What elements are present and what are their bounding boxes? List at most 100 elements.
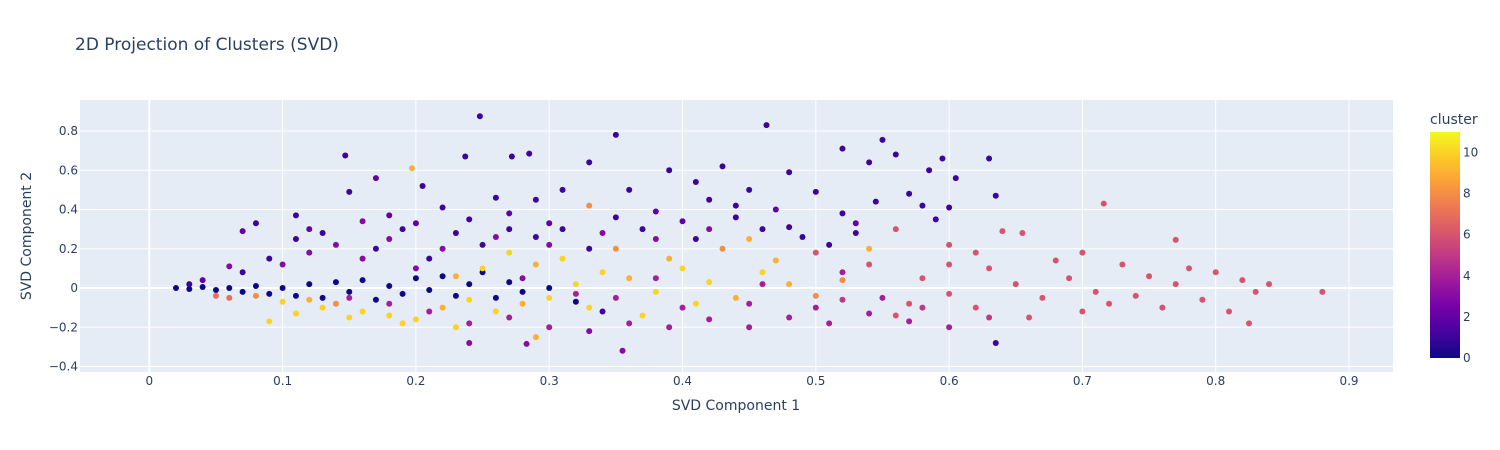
data-point[interactable] [252, 283, 259, 290]
data-point[interactable] [839, 269, 846, 276]
data-point[interactable] [992, 192, 999, 199]
data-point[interactable] [426, 255, 433, 262]
data-point[interactable] [866, 310, 873, 317]
data-point[interactable] [292, 292, 299, 299]
data-point[interactable] [599, 308, 606, 315]
data-point[interactable] [292, 235, 299, 242]
data-point[interactable] [399, 226, 406, 233]
data-point[interactable] [906, 300, 913, 307]
data-point[interactable] [319, 304, 326, 311]
data-point[interactable] [346, 294, 353, 301]
data-point[interactable] [479, 241, 486, 248]
data-point[interactable] [412, 220, 419, 227]
data-point[interactable] [1012, 281, 1019, 288]
data-point[interactable] [706, 226, 713, 233]
data-point[interactable] [746, 186, 753, 193]
data-point[interactable] [746, 324, 753, 331]
data-point[interactable] [939, 155, 946, 162]
data-point[interactable] [252, 220, 259, 227]
data-point[interactable] [466, 320, 473, 327]
data-point[interactable] [906, 318, 913, 325]
data-point[interactable] [466, 339, 473, 346]
data-point[interactable] [586, 159, 593, 166]
data-point[interactable] [679, 218, 686, 225]
data-point[interactable] [1039, 294, 1046, 301]
data-point[interactable] [519, 275, 526, 282]
data-point[interactable] [626, 186, 633, 193]
data-point[interactable] [506, 279, 513, 286]
data-point[interactable] [266, 290, 273, 297]
data-point[interactable] [479, 265, 486, 272]
data-point[interactable] [866, 245, 873, 252]
data-point[interactable] [292, 212, 299, 219]
data-point[interactable] [906, 190, 913, 197]
data-point[interactable] [319, 230, 326, 237]
data-point[interactable] [492, 308, 499, 315]
data-point[interactable] [626, 320, 633, 327]
data-point[interactable] [666, 255, 673, 262]
data-point[interactable] [1079, 308, 1086, 315]
data-point[interactable] [1019, 230, 1026, 237]
data-point[interactable] [932, 216, 939, 223]
data-point[interactable] [306, 281, 313, 288]
data-point[interactable] [759, 269, 766, 276]
data-point[interactable] [626, 275, 633, 282]
data-point[interactable] [879, 294, 886, 301]
data-point[interactable] [652, 288, 659, 295]
data-point[interactable] [386, 212, 393, 219]
data-point[interactable] [919, 304, 926, 311]
data-point[interactable] [946, 241, 953, 248]
data-point[interactable] [1066, 275, 1073, 282]
data-point[interactable] [532, 196, 539, 203]
data-point[interactable] [892, 151, 899, 158]
data-point[interactable] [839, 296, 846, 303]
data-point[interactable] [692, 179, 699, 186]
data-point[interactable] [892, 226, 899, 233]
data-point[interactable] [359, 255, 366, 262]
data-point[interactable] [359, 218, 366, 225]
data-point[interactable] [266, 255, 273, 262]
data-point[interactable] [172, 285, 179, 292]
data-point[interactable] [559, 255, 566, 262]
data-point[interactable] [346, 188, 353, 195]
data-point[interactable] [439, 204, 446, 211]
data-point[interactable] [652, 235, 659, 242]
data-point[interactable] [266, 318, 273, 325]
data-point[interactable] [279, 298, 286, 305]
data-point[interactable] [452, 230, 459, 237]
data-point[interactable] [408, 165, 415, 172]
data-point[interactable] [239, 228, 246, 235]
data-point[interactable] [386, 312, 393, 319]
data-point[interactable] [652, 275, 659, 282]
data-point[interactable] [1172, 281, 1179, 288]
data-point[interactable] [812, 292, 819, 299]
data-point[interactable] [572, 281, 579, 288]
data-point[interactable] [1132, 292, 1139, 299]
data-point[interactable] [926, 167, 933, 174]
data-point[interactable] [732, 294, 739, 301]
data-point[interactable] [359, 308, 366, 315]
data-point[interactable] [946, 290, 953, 297]
data-point[interactable] [919, 275, 926, 282]
data-point[interactable] [306, 296, 313, 303]
data-point[interactable] [226, 285, 233, 292]
data-point[interactable] [239, 269, 246, 276]
data-point[interactable] [866, 261, 873, 268]
data-point[interactable] [506, 314, 513, 321]
data-point[interactable] [826, 320, 833, 327]
data-point[interactable] [559, 186, 566, 193]
data-point[interactable] [466, 296, 473, 303]
data-point[interactable] [763, 122, 770, 129]
data-point[interactable] [1266, 281, 1273, 288]
data-point[interactable] [952, 175, 959, 182]
data-point[interactable] [1159, 304, 1166, 311]
data-point[interactable] [1186, 265, 1193, 272]
data-point[interactable] [386, 300, 393, 307]
data-point[interactable] [532, 233, 539, 240]
data-point[interactable] [526, 150, 533, 157]
data-point[interactable] [1052, 257, 1059, 264]
data-point[interactable] [586, 202, 593, 209]
data-point[interactable] [986, 314, 993, 321]
data-point[interactable] [412, 316, 419, 323]
data-point[interactable] [619, 347, 626, 354]
